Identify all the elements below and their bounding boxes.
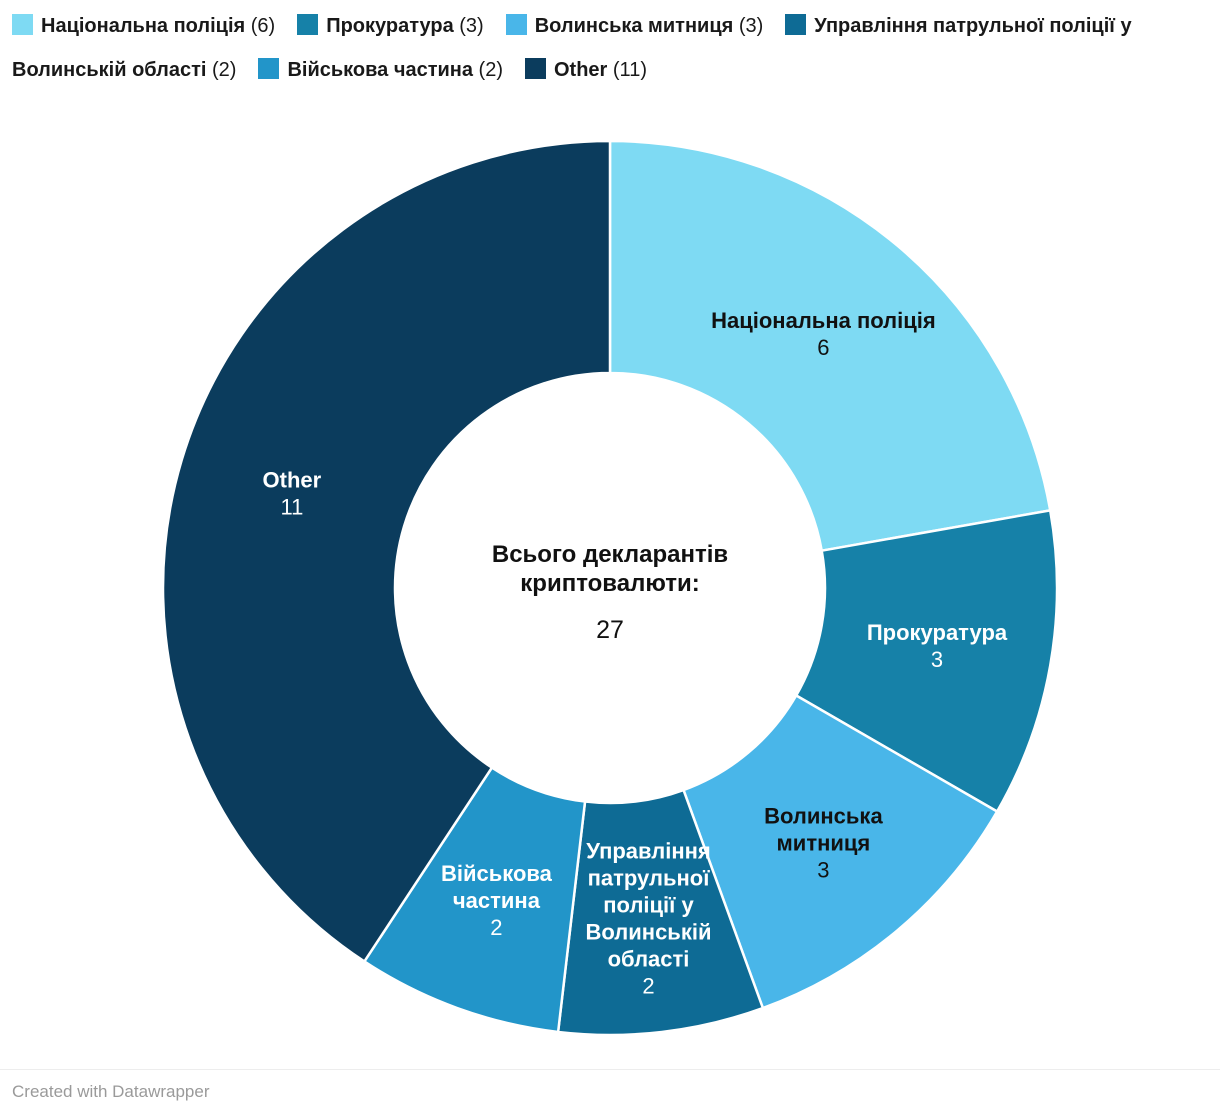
- slice-label-1: Прокуратура 3: [867, 620, 1008, 672]
- legend-label: Прокуратура: [326, 15, 454, 37]
- legend-item-2: Волинська митниця (3): [505, 14, 764, 37]
- legend-swatch-icon: [12, 14, 33, 35]
- legend-swatch-icon: [505, 14, 527, 35]
- legend-count: (3): [733, 15, 764, 37]
- legend-item-5: Other (11): [525, 58, 647, 81]
- legend-count: (2): [473, 59, 503, 81]
- donut-chart: Національна поліція 6 Прокуратура 3 Волинськ…: [162, 140, 1058, 1036]
- legend-item-3: Управління патрульної поліції у Волинськ…: [12, 14, 1132, 81]
- legend-label: Other: [554, 59, 608, 81]
- pie-slice-0[interactable]: [608, 140, 1052, 552]
- legend-count: (11): [607, 59, 647, 81]
- slice-label-0: Національна поліція 6: [711, 308, 936, 360]
- datawrapper-credit-link[interactable]: Created with Datawrapper: [12, 1082, 210, 1101]
- legend-label: Управління патрульної поліції у Волинськ…: [12, 15, 1132, 81]
- center-label: Всього декларантів криптовалюти: 27: [492, 541, 728, 644]
- legend-item-4: Військова частина (2): [258, 58, 503, 81]
- legend-label: Волинська митниця: [534, 15, 734, 37]
- pie-slice-2[interactable]: [682, 694, 999, 1010]
- pie-slice-5[interactable]: [162, 140, 612, 963]
- legend-item-1: Прокуратура (3): [297, 14, 484, 37]
- slice-label-3: Управління патрульної поліції у Волинській о…: [586, 838, 712, 998]
- legend-swatch-icon: [297, 14, 319, 35]
- legend-count: (2): [206, 59, 237, 81]
- legend-swatch-icon: [785, 14, 807, 35]
- legend-count: (3): [453, 15, 484, 37]
- legend-swatch-icon: [525, 58, 546, 79]
- slice-label-4: Військова частина 2: [441, 861, 553, 940]
- legend-label: Військова частина: [287, 59, 473, 81]
- legend-count: (6): [245, 15, 276, 37]
- legend-swatch-icon: [258, 58, 280, 79]
- slice-label-2: Волинська митниця 3: [764, 803, 883, 882]
- legend: Національна поліція (6) Прокуратура (3) Во…: [12, 4, 1210, 92]
- pie-slice-1[interactable]: [794, 509, 1058, 813]
- legend-item-0: Національна поліція (6): [12, 14, 276, 37]
- footer: Created with Datawrapper: [0, 1069, 1220, 1116]
- donut-svg: Національна поліція 6 Прокуратура 3 Волинськ…: [162, 140, 1058, 1036]
- slice-label-5: Other 11: [263, 467, 322, 519]
- legend-label: Національна поліція: [41, 15, 246, 37]
